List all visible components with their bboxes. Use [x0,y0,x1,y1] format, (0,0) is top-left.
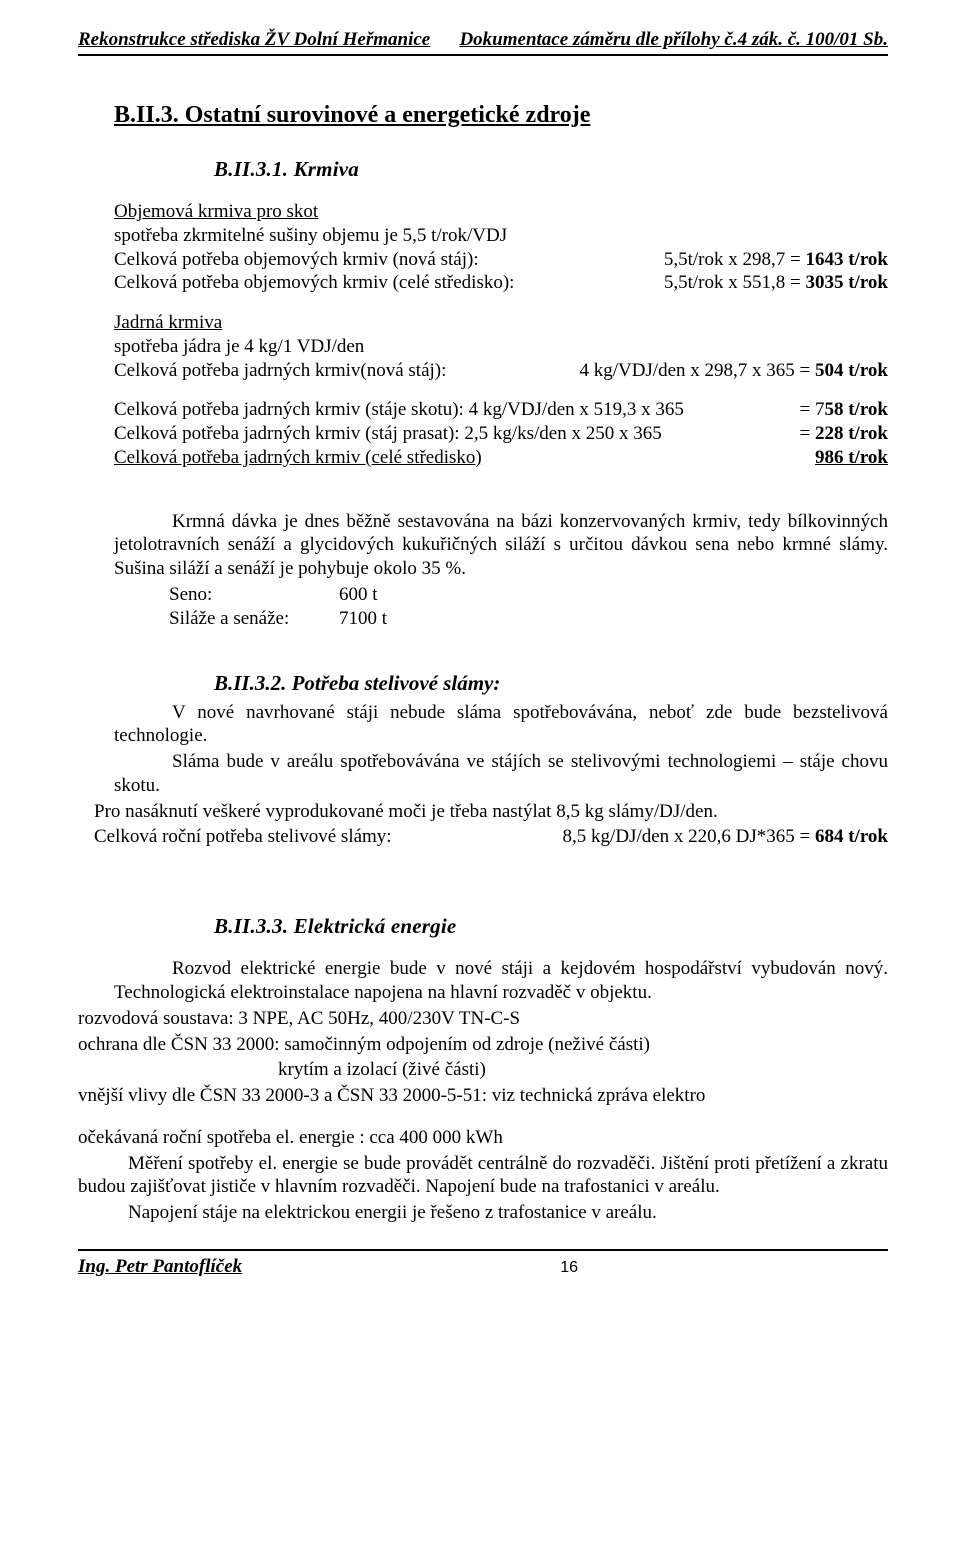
steliva-row: Celková roční potřeba stelivové slámy: 8… [94,825,888,849]
footer-author: Ing. Petr Pantoflíček [78,1255,242,1279]
steliva-row-value: 8,5 kg/DJ/den x 220,6 DJ*365 = 684 t/rok [563,825,888,849]
objemova-block: Objemová krmiva pro skot spotřeba zkrmit… [114,200,888,630]
seno-value: 600 t [339,583,378,607]
steliva-p2: Sláma bude v areálu spotřebovávána ve st… [114,750,888,798]
elektro-l2: ochrana dle ČSN 33 2000: samočinným odpo… [78,1033,888,1057]
objemova-row-2-value: 5,5t/rok x 551,8 = 3035 t/rok [664,271,888,295]
jadrna-row-4: Celková potřeba jadrných krmiv (celé stř… [114,446,888,470]
footer-page-number: 16 [560,1258,578,1278]
header-rule [78,54,888,56]
silaze-row: Siláže a senáže: 7100 t [169,607,888,631]
objemova-row-1-label: Celková potřeba objemových krmiv (nová s… [114,248,479,272]
silaze-value: 7100 t [339,607,387,631]
krmna-davka-para: Krmná dávka je dnes běžně sestavována na… [114,510,888,581]
jadrna-row-2-value: = 758 t/rok [800,398,888,422]
objemova-row-2-plain: 5,5t/rok x 551,8 = [664,272,806,293]
jadrna-row-3-bold: 228 t/rok [815,423,888,444]
jadrna-row-1-bold: 504 t/rok [815,360,888,381]
objemova-row-1-bold: 1643 t/rok [805,249,888,270]
jadrna-row-2-plain: = 7 [800,399,825,420]
steliva-row-plain: 8,5 kg/DJ/den x 220,6 DJ*365 = [563,826,815,847]
jadrna-row-3-plain: = [800,423,815,444]
jadrna-row-3-label: Celková potřeba jadrných krmiv (stáj pra… [114,422,662,446]
page-footer: Ing. Petr Pantoflíček 16 [78,1255,888,1279]
elektro-p3: Napojení stáje na elektrickou energii je… [78,1201,888,1225]
section-b-ii-3-title: B.II.3. Ostatní surovinové a energetické… [114,100,888,130]
elektro-p1: Rozvod elektrické energie bude v nové st… [114,957,888,1005]
footer-rule [78,1249,888,1251]
elektro-block: Rozvod elektrické energie bude v nové st… [114,957,888,1005]
seno-row: Seno: 600 t [169,583,888,607]
objemova-row-1-plain: 5,5t/rok x 298,7 = [664,249,806,270]
elektro-lines: rozvodová soustava: 3 NPE, AC 50Hz, 400/… [78,1007,888,1225]
jadrna-row-1-value: 4 kg/VDJ/den x 298,7 x 365 = 504 t/rok [579,359,888,383]
elektro-l4: očekávaná roční spotřeba el. energie : c… [78,1126,888,1150]
section-b-ii-3-3-title: B.II.3.3. Elektrická energie [214,913,888,939]
header-left: Rekonstrukce střediska ŽV Dolní Heřmanic… [78,28,430,52]
steliva-p3: Pro nasáknutí veškeré vyprodukované moči… [94,800,888,824]
objemova-row-2: Celková potřeba objemových krmiv (celé s… [114,271,888,295]
jadrna-row-2: Celková potřeba jadrných krmiv (stáje sk… [114,398,888,422]
jadrna-row-4-label: Celková potřeba jadrných krmiv (celé stř… [114,446,482,470]
header-right: Dokumentace záměru dle přílohy č.4 zák. … [459,28,888,52]
section-b-ii-3-2-title: B.II.3.2. Potřeba stelivové slámy: [214,670,888,696]
objemova-spotreba: spotřeba zkrmitelné sušiny objemu je 5,5… [114,224,888,248]
objemova-row-2-bold: 3035 t/rok [805,272,888,293]
elektro-l2b: krytím a izolací (živé části) [278,1058,888,1082]
steliva-row-label: Celková roční potřeba stelivové slámy: [94,825,392,849]
objemova-row-2-label: Celková potřeba objemových krmiv (celé s… [114,271,514,295]
jadrna-head: Jadrná krmiva [114,311,888,335]
elektro-p2: Měření spotřeby el. energie se bude prov… [78,1152,888,1200]
jadrna-row-1-plain: 4 kg/VDJ/den x 298,7 x 365 = [579,360,815,381]
jadrna-spotreba: spotřeba jádra je 4 kg/1 VDJ/den [114,335,888,359]
steliva-block: V nové navrhované stáji nebude sláma spo… [114,701,888,850]
jadrna-row-1: Celková potřeba jadrných krmiv(nová stáj… [114,359,888,383]
jadrna-row-2-label: Celková potřeba jadrných krmiv (stáje sk… [114,398,684,422]
jadrna-row-2-bold: 58 t/rok [824,399,888,420]
steliva-p1: V nové navrhované stáji nebude sláma spo… [114,701,888,749]
jadrna-row-4-value: 986 t/rok [815,446,888,470]
silaze-label: Siláže a senáže: [169,607,339,631]
section-b-ii-3-1-title: B.II.3.1. Krmiva [214,156,888,182]
seno-label: Seno: [169,583,339,607]
jadrna-row-3-value: = 228 t/rok [800,422,888,446]
objemova-head: Objemová krmiva pro skot [114,200,888,224]
elektro-l1: rozvodová soustava: 3 NPE, AC 50Hz, 400/… [78,1007,888,1031]
objemova-row-1: Celková potřeba objemových krmiv (nová s… [114,248,888,272]
seno-silaze-block: Seno: 600 t Siláže a senáže: 7100 t [169,583,888,631]
jadrna-row-3: Celková potřeba jadrných krmiv (stáj pra… [114,422,888,446]
page-header: Rekonstrukce střediska ŽV Dolní Heřmanic… [78,28,888,52]
steliva-row-bold: 684 t/rok [815,826,888,847]
objemova-row-1-value: 5,5t/rok x 298,7 = 1643 t/rok [664,248,888,272]
elektro-l3: vnější vlivy dle ČSN 33 2000-3 a ČSN 33 … [78,1084,888,1108]
jadrna-row-1-label: Celková potřeba jadrných krmiv(nová stáj… [114,359,446,383]
